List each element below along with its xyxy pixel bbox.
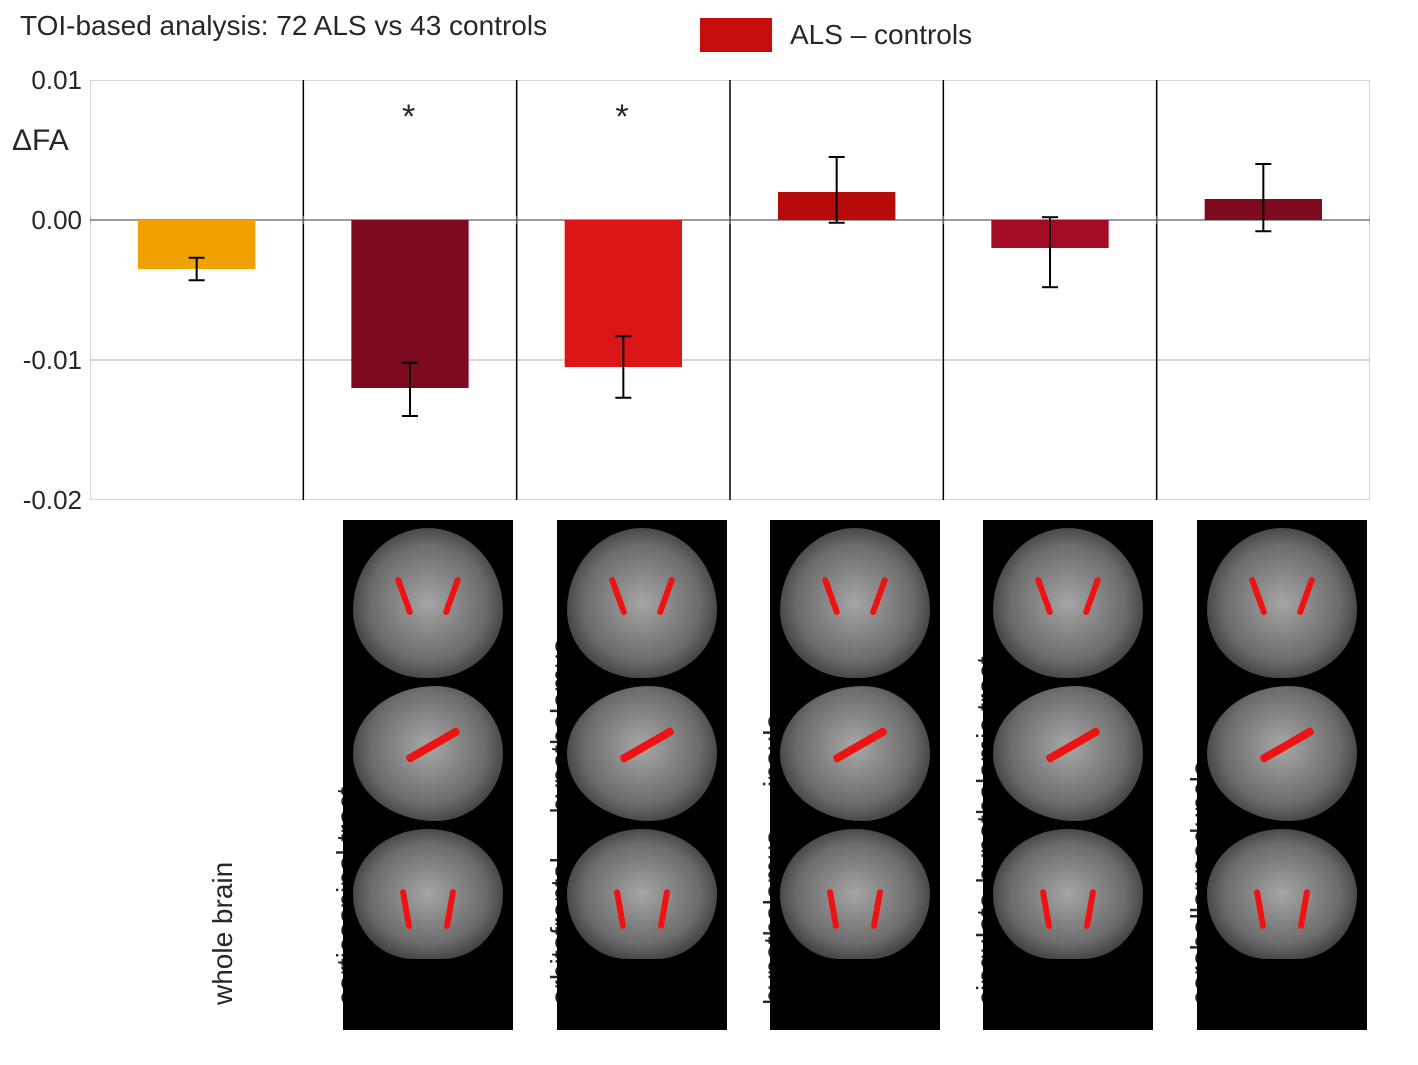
y-tick-label: 0.00: [22, 205, 82, 236]
tract-overlay: [613, 889, 626, 929]
brain-slice-axial: [353, 528, 503, 678]
bar-chart: [90, 80, 1370, 500]
brain-slice-axial: [993, 528, 1143, 678]
brain-slice-coronal: [993, 829, 1143, 959]
tract-overlay: [1083, 576, 1102, 616]
brain-slice-axial: [1207, 528, 1357, 678]
brain-slice-coronal: [353, 829, 503, 959]
brain-image-column: [1197, 520, 1367, 1030]
tract-overlay: [832, 727, 888, 764]
tract-overlay: [1084, 889, 1097, 929]
x-tick-label: whole brain: [207, 862, 239, 1005]
tract-overlay: [1297, 889, 1310, 929]
y-tick-label: 0.01: [22, 65, 82, 96]
tract-overlay: [444, 889, 457, 929]
brain-slice-axial: [780, 528, 930, 678]
tract-overlay: [827, 889, 840, 929]
tract-overlay: [657, 889, 670, 929]
tract-overlay: [405, 727, 461, 764]
significance-asterisk: *: [402, 98, 415, 137]
tract-overlay: [656, 576, 675, 616]
figure-title: TOI-based analysis: 72 ALS vs 43 control…: [20, 10, 547, 42]
y-axis-label: ΔFA: [12, 124, 69, 158]
brain-slice-coronal: [780, 829, 930, 959]
brain-slice-sagittal: [993, 686, 1143, 821]
tract-overlay: [869, 576, 888, 616]
bar-chart-svg: [90, 80, 1370, 500]
tract-overlay: [608, 576, 627, 616]
y-tick-label: -0.01: [22, 345, 82, 376]
legend-swatch: [700, 18, 772, 52]
brain-slice-coronal: [567, 829, 717, 959]
figure-root: TOI-based analysis: 72 ALS vs 43 control…: [0, 0, 1418, 1065]
tract-overlay: [443, 576, 462, 616]
significance-asterisk: *: [615, 98, 628, 137]
tract-overlay: [1040, 889, 1053, 929]
tract-overlay: [871, 889, 884, 929]
tract-overlay: [821, 576, 840, 616]
tract-overlay: [1035, 576, 1054, 616]
legend-label: ALS – controls: [790, 19, 972, 51]
legend: ALS – controls: [700, 18, 972, 52]
brain-image-column: [343, 520, 513, 1030]
tract-overlay: [619, 727, 675, 764]
tract-overlay: [1296, 576, 1315, 616]
tract-overlay: [400, 889, 413, 929]
tract-overlay: [1248, 576, 1267, 616]
y-tick-label: -0.02: [22, 485, 82, 516]
brain-image-column: [983, 520, 1153, 1030]
brain-slice-sagittal: [1207, 686, 1357, 821]
brain-image-column: [770, 520, 940, 1030]
brain-slice-coronal: [1207, 829, 1357, 959]
tract-overlay: [1253, 889, 1266, 929]
brain-image-column: [557, 520, 727, 1030]
tract-overlay: [1259, 727, 1315, 764]
tract-overlay: [1045, 727, 1101, 764]
brain-slice-sagittal: [780, 686, 930, 821]
brain-slice-axial: [567, 528, 717, 678]
brain-slice-sagittal: [567, 686, 717, 821]
tract-overlay: [395, 576, 414, 616]
brain-slice-sagittal: [353, 686, 503, 821]
